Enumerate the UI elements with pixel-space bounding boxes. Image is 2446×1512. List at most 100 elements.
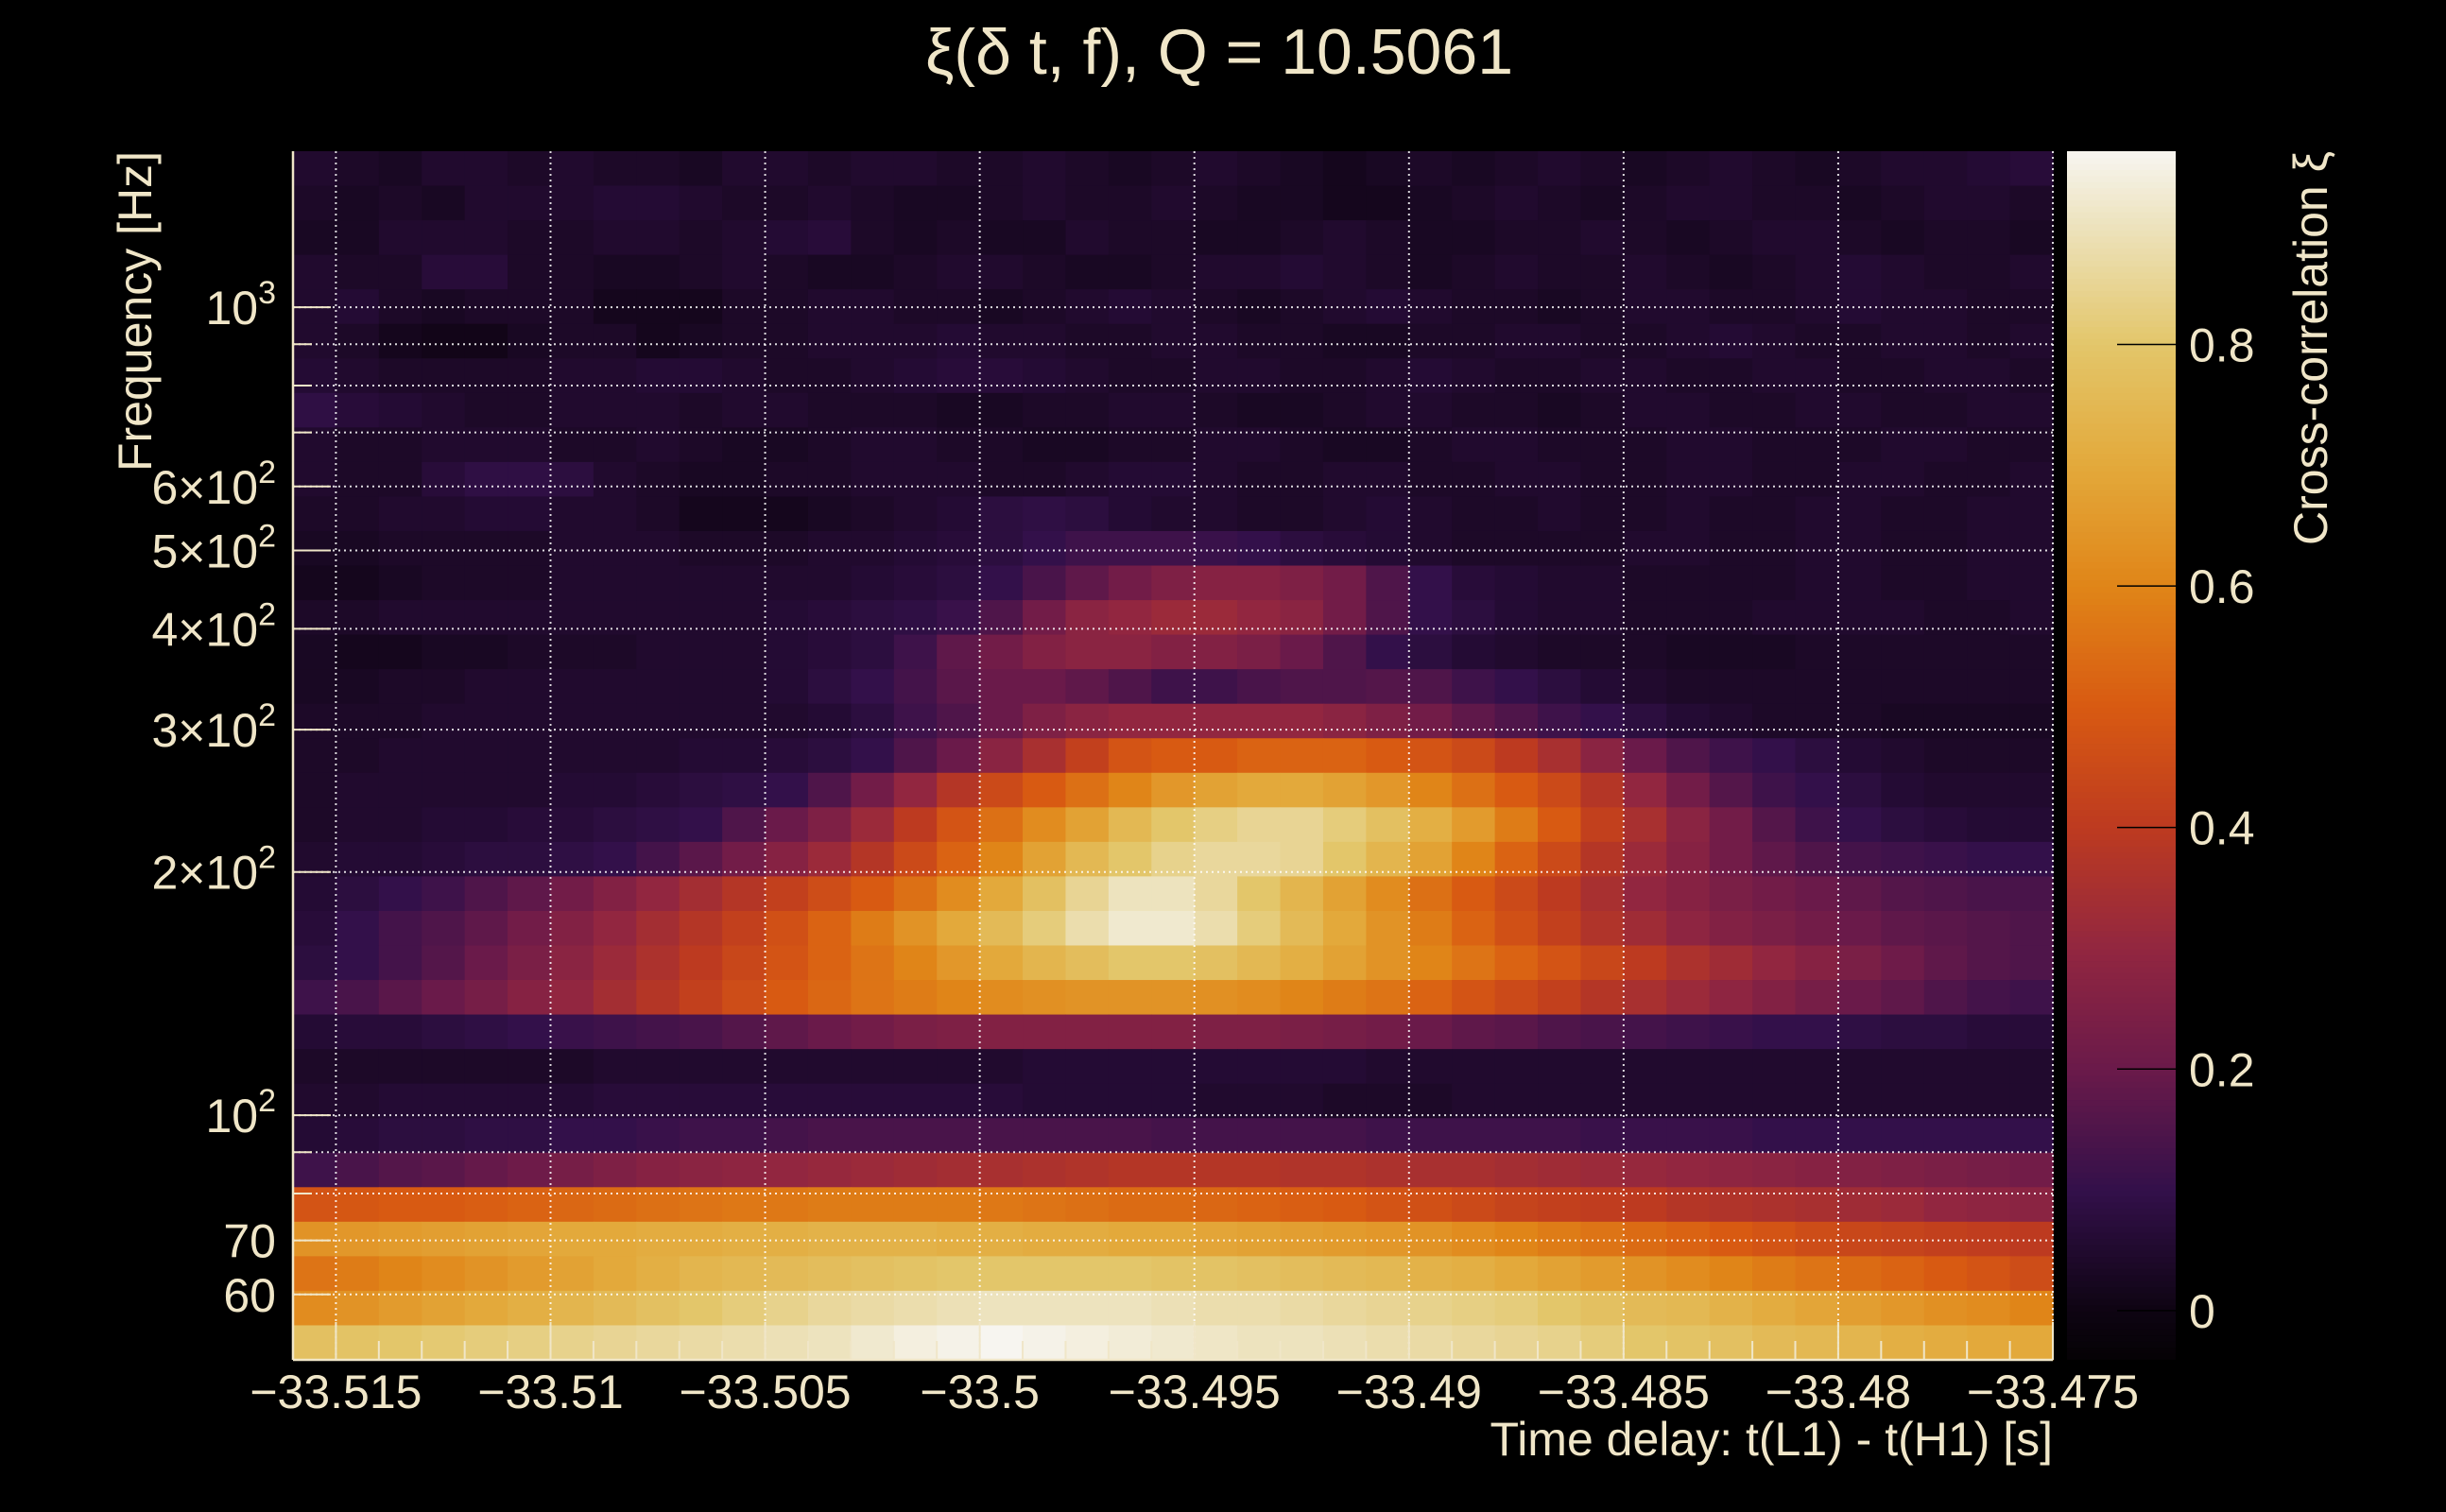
- heatmap-cell: [937, 876, 981, 912]
- heatmap-cell: [937, 634, 981, 670]
- heatmap-cell: [293, 703, 337, 739]
- heatmap-cell: [1623, 1256, 1667, 1292]
- heatmap-cell: [1151, 530, 1196, 567]
- heatmap-cell: [1452, 461, 1496, 498]
- heatmap-cell: [1322, 703, 1367, 739]
- heatmap-cell: [807, 738, 852, 774]
- heatmap-cell: [593, 634, 637, 670]
- heatmap-cell: [1538, 738, 1582, 774]
- heatmap-cell: [1452, 530, 1496, 567]
- colorbar-gradient-segment: [2067, 1160, 2176, 1167]
- heatmap-cell: [807, 185, 852, 221]
- heatmap-cell: [636, 1049, 680, 1085]
- heatmap-cell: [1194, 1290, 1238, 1327]
- heatmap-cell: [851, 1187, 895, 1223]
- colorbar-gradient-segment: [2067, 579, 2176, 587]
- heatmap-cell: [1494, 980, 1539, 1016]
- heatmap-cell: [893, 220, 938, 256]
- heatmap-cell: [1408, 496, 1453, 532]
- heatmap-cell: [550, 151, 594, 187]
- heatmap-cell: [1623, 1221, 1667, 1257]
- heatmap-cell: [937, 807, 981, 843]
- heatmap-cell: [422, 1187, 466, 1223]
- heatmap-cell: [1709, 703, 1753, 739]
- heatmap-cell: [937, 1187, 981, 1223]
- heatmap-cell: [636, 910, 680, 947]
- heatmap-cell: [1280, 1118, 1324, 1154]
- heatmap-cell: [1408, 669, 1453, 705]
- y-tick-label: 102: [205, 1083, 276, 1143]
- heatmap-cell: [1322, 1221, 1367, 1257]
- heatmap-cell: [293, 530, 337, 567]
- heatmap-cell: [336, 461, 380, 498]
- heatmap-cell: [1322, 254, 1367, 290]
- heatmap-cell: [378, 1118, 422, 1154]
- heatmap-cell: [937, 358, 981, 394]
- heatmap-cell: [1795, 1325, 1839, 1361]
- heatmap-cell: [1108, 461, 1152, 498]
- heatmap-cell: [1108, 151, 1152, 187]
- heatmap-cell: [464, 530, 508, 567]
- heatmap-cell: [1151, 1014, 1196, 1050]
- colorbar-gradient-segment: [2067, 1298, 2176, 1306]
- colorbar-gradient-segment: [2067, 1352, 2176, 1360]
- heatmap-cell: [293, 910, 337, 947]
- heatmap-cell: [1967, 1049, 2011, 1085]
- y-axis-label: Frequency [Hz]: [109, 151, 162, 472]
- heatmap-cell: [1280, 1290, 1324, 1327]
- heatmap-cell: [1538, 910, 1582, 947]
- heatmap-cell: [851, 392, 895, 428]
- heatmap-cell: [1538, 634, 1582, 670]
- heatmap-cell: [593, 220, 637, 256]
- heatmap-cell: [1494, 185, 1539, 221]
- x-tick-label: −33.485: [1538, 1366, 1710, 1418]
- heatmap-cell: [1709, 323, 1753, 359]
- heatmap-cell: [1151, 496, 1196, 532]
- heatmap-cell: [293, 1118, 337, 1154]
- heatmap-cell: [336, 185, 380, 221]
- colorbar-gradient-segment: [2067, 1141, 2176, 1149]
- heatmap-cell: [1151, 358, 1196, 394]
- heatmap-cell: [1538, 807, 1582, 843]
- heatmap-cell: [1494, 1325, 1539, 1361]
- heatmap-cell: [1837, 772, 1882, 808]
- colorbar-gradient-segment: [2067, 1274, 2176, 1281]
- heatmap-cell: [336, 392, 380, 428]
- heatmap-cell: [1538, 1290, 1582, 1327]
- heatmap-cell: [550, 669, 594, 705]
- colorbar-gradient-segment: [2067, 549, 2176, 557]
- heatmap-cell: [1408, 151, 1453, 187]
- heatmap-cell: [1322, 772, 1367, 808]
- heatmap-cell: [550, 1290, 594, 1327]
- heatmap-cell: [1280, 220, 1324, 256]
- heatmap-cell: [1623, 254, 1667, 290]
- heatmap-cell: [851, 1221, 895, 1257]
- heatmap-cell: [336, 703, 380, 739]
- heatmap-cell: [2009, 600, 2054, 636]
- heatmap-cell: [2009, 461, 2054, 498]
- heatmap-cell: [851, 185, 895, 221]
- heatmap-cell: [1752, 1290, 1797, 1327]
- heatmap-cell: [1280, 392, 1324, 428]
- heatmap-cell: [851, 876, 895, 912]
- heatmap-cell: [1709, 220, 1753, 256]
- heatmap-cell: [1194, 703, 1238, 739]
- heatmap-cell: [1065, 600, 1110, 636]
- heatmap-cell: [1494, 772, 1539, 808]
- heatmap-cell: [1752, 1187, 1797, 1223]
- heatmap-cell: [1881, 1014, 1925, 1050]
- heatmap-cell: [464, 358, 508, 394]
- heatmap-cell: [851, 496, 895, 532]
- heatmap-cell: [1322, 1256, 1367, 1292]
- heatmap-cell: [1837, 496, 1882, 532]
- y-tick-label: 5×102: [151, 519, 276, 578]
- heatmap-cell: [593, 1083, 637, 1119]
- heatmap-cell: [1408, 945, 1453, 981]
- heatmap-cell: [422, 703, 466, 739]
- heatmap-cell: [1366, 669, 1410, 705]
- heatmap-cell: [1967, 323, 2011, 359]
- heatmap-cell: [636, 323, 680, 359]
- heatmap-cell: [1580, 530, 1625, 567]
- heatmap-cell: [1366, 876, 1410, 912]
- heatmap-cell: [1023, 1118, 1067, 1154]
